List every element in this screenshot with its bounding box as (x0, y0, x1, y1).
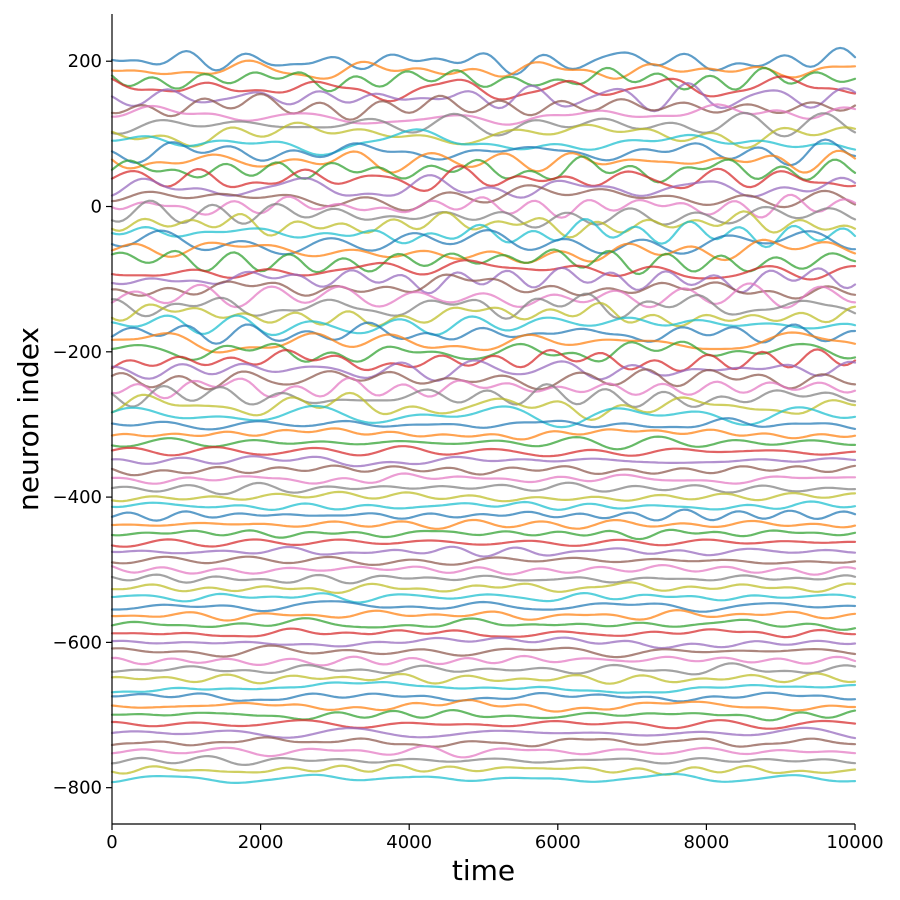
neuron-trace (110, 427, 857, 441)
neuron-trace (110, 238, 857, 264)
neuron-trace (110, 698, 857, 713)
neuron-trace (110, 691, 857, 703)
x-tick-label: 4000 (386, 832, 432, 853)
x-tick-label: 2000 (238, 832, 284, 853)
x-ticks: 0 2000 4000 6000 8000 10000 (106, 824, 884, 853)
neuron-trace (110, 103, 857, 126)
neuron-trace (110, 518, 857, 530)
neuron-trace (110, 581, 857, 594)
neuron-trace (110, 481, 857, 496)
neuron-trace (110, 490, 857, 503)
neuron-trace (110, 292, 857, 320)
neuron-trace (110, 331, 857, 354)
neuron-trace (110, 259, 857, 281)
neuron-trace (110, 555, 857, 566)
neuron-trace (110, 609, 857, 622)
neuron-trace (110, 111, 857, 138)
neuron-trace (110, 772, 857, 784)
neuron-trace (110, 736, 857, 748)
neuron-trace (110, 75, 857, 103)
neuron-trace (110, 321, 857, 345)
neuron-trace (110, 376, 857, 400)
y-tick-label: −400 (53, 487, 102, 508)
neuron-trace (110, 654, 857, 667)
x-axis-label: time (452, 854, 515, 887)
neuron-trace (110, 391, 857, 421)
neuron-trace (110, 500, 857, 511)
neuron-trace (110, 359, 857, 382)
neuron-trace (110, 464, 857, 477)
neuron-trace (110, 445, 857, 458)
neuron-trace (110, 719, 857, 730)
neuron-trace (110, 404, 857, 429)
y-tick-label: 0 (91, 197, 102, 218)
neuron-trace (110, 545, 857, 558)
y-tick-label: −600 (53, 632, 102, 653)
x-tick-label: 0 (106, 832, 117, 853)
traces-group (110, 46, 857, 784)
y-axis-label: neuron index (12, 327, 45, 511)
neuron-trace (110, 755, 857, 766)
y-tick-label: −200 (53, 342, 102, 363)
neuron-trace (110, 508, 857, 522)
y-tick-label: 200 (68, 51, 102, 72)
y-ticks: 200 0 −200 −400 −600 −800 (53, 51, 112, 799)
neuron-trace (110, 592, 857, 604)
neuron-trace (110, 273, 857, 300)
neuron-trace (110, 564, 857, 576)
neuron-trace (110, 193, 857, 219)
neuron-trace (110, 744, 857, 759)
neuron-trace (110, 681, 857, 694)
neuron-trace (110, 528, 857, 541)
neuron-trace (110, 538, 857, 548)
neuron-trace (110, 165, 857, 192)
neuron-trace (110, 726, 857, 740)
neuron-trace (110, 121, 857, 149)
neuron-trace (110, 417, 857, 431)
neuron-trace (110, 59, 857, 80)
y-tick-label: −800 (53, 778, 102, 799)
neuron-trace (110, 662, 857, 676)
x-tick-label: 8000 (683, 832, 729, 853)
neuron-trace (110, 184, 857, 212)
neuron-trace (110, 218, 857, 249)
neuron-trace (110, 472, 857, 485)
neuron-trace (110, 314, 857, 337)
neuron-trace (110, 340, 857, 363)
neuron-trace (110, 128, 857, 157)
neuron-trace (110, 368, 857, 391)
x-tick-label: 10000 (826, 832, 883, 853)
x-tick-label: 6000 (535, 832, 581, 853)
neuron-trace (110, 709, 857, 722)
neuron-trace (110, 573, 857, 585)
neuron-trace (110, 383, 857, 409)
neuron-trace (110, 82, 857, 113)
neuron-trace (110, 600, 857, 613)
neuron-trace (110, 435, 857, 451)
neuron-trace (110, 282, 857, 309)
neuron-trace (110, 46, 857, 76)
neuron-trace (110, 199, 857, 229)
neuron-trace (110, 66, 857, 93)
neuron-trace (110, 455, 857, 468)
neuron-trace (110, 763, 857, 776)
neuron-trace (110, 155, 857, 184)
neuron-trace (110, 627, 857, 639)
neuron-trace (110, 210, 857, 239)
neuron-trace (110, 617, 857, 631)
neuron-trace (110, 636, 857, 650)
neuron-trace (110, 229, 857, 256)
neuron-trace (110, 672, 857, 685)
neuron-trace (110, 644, 857, 659)
